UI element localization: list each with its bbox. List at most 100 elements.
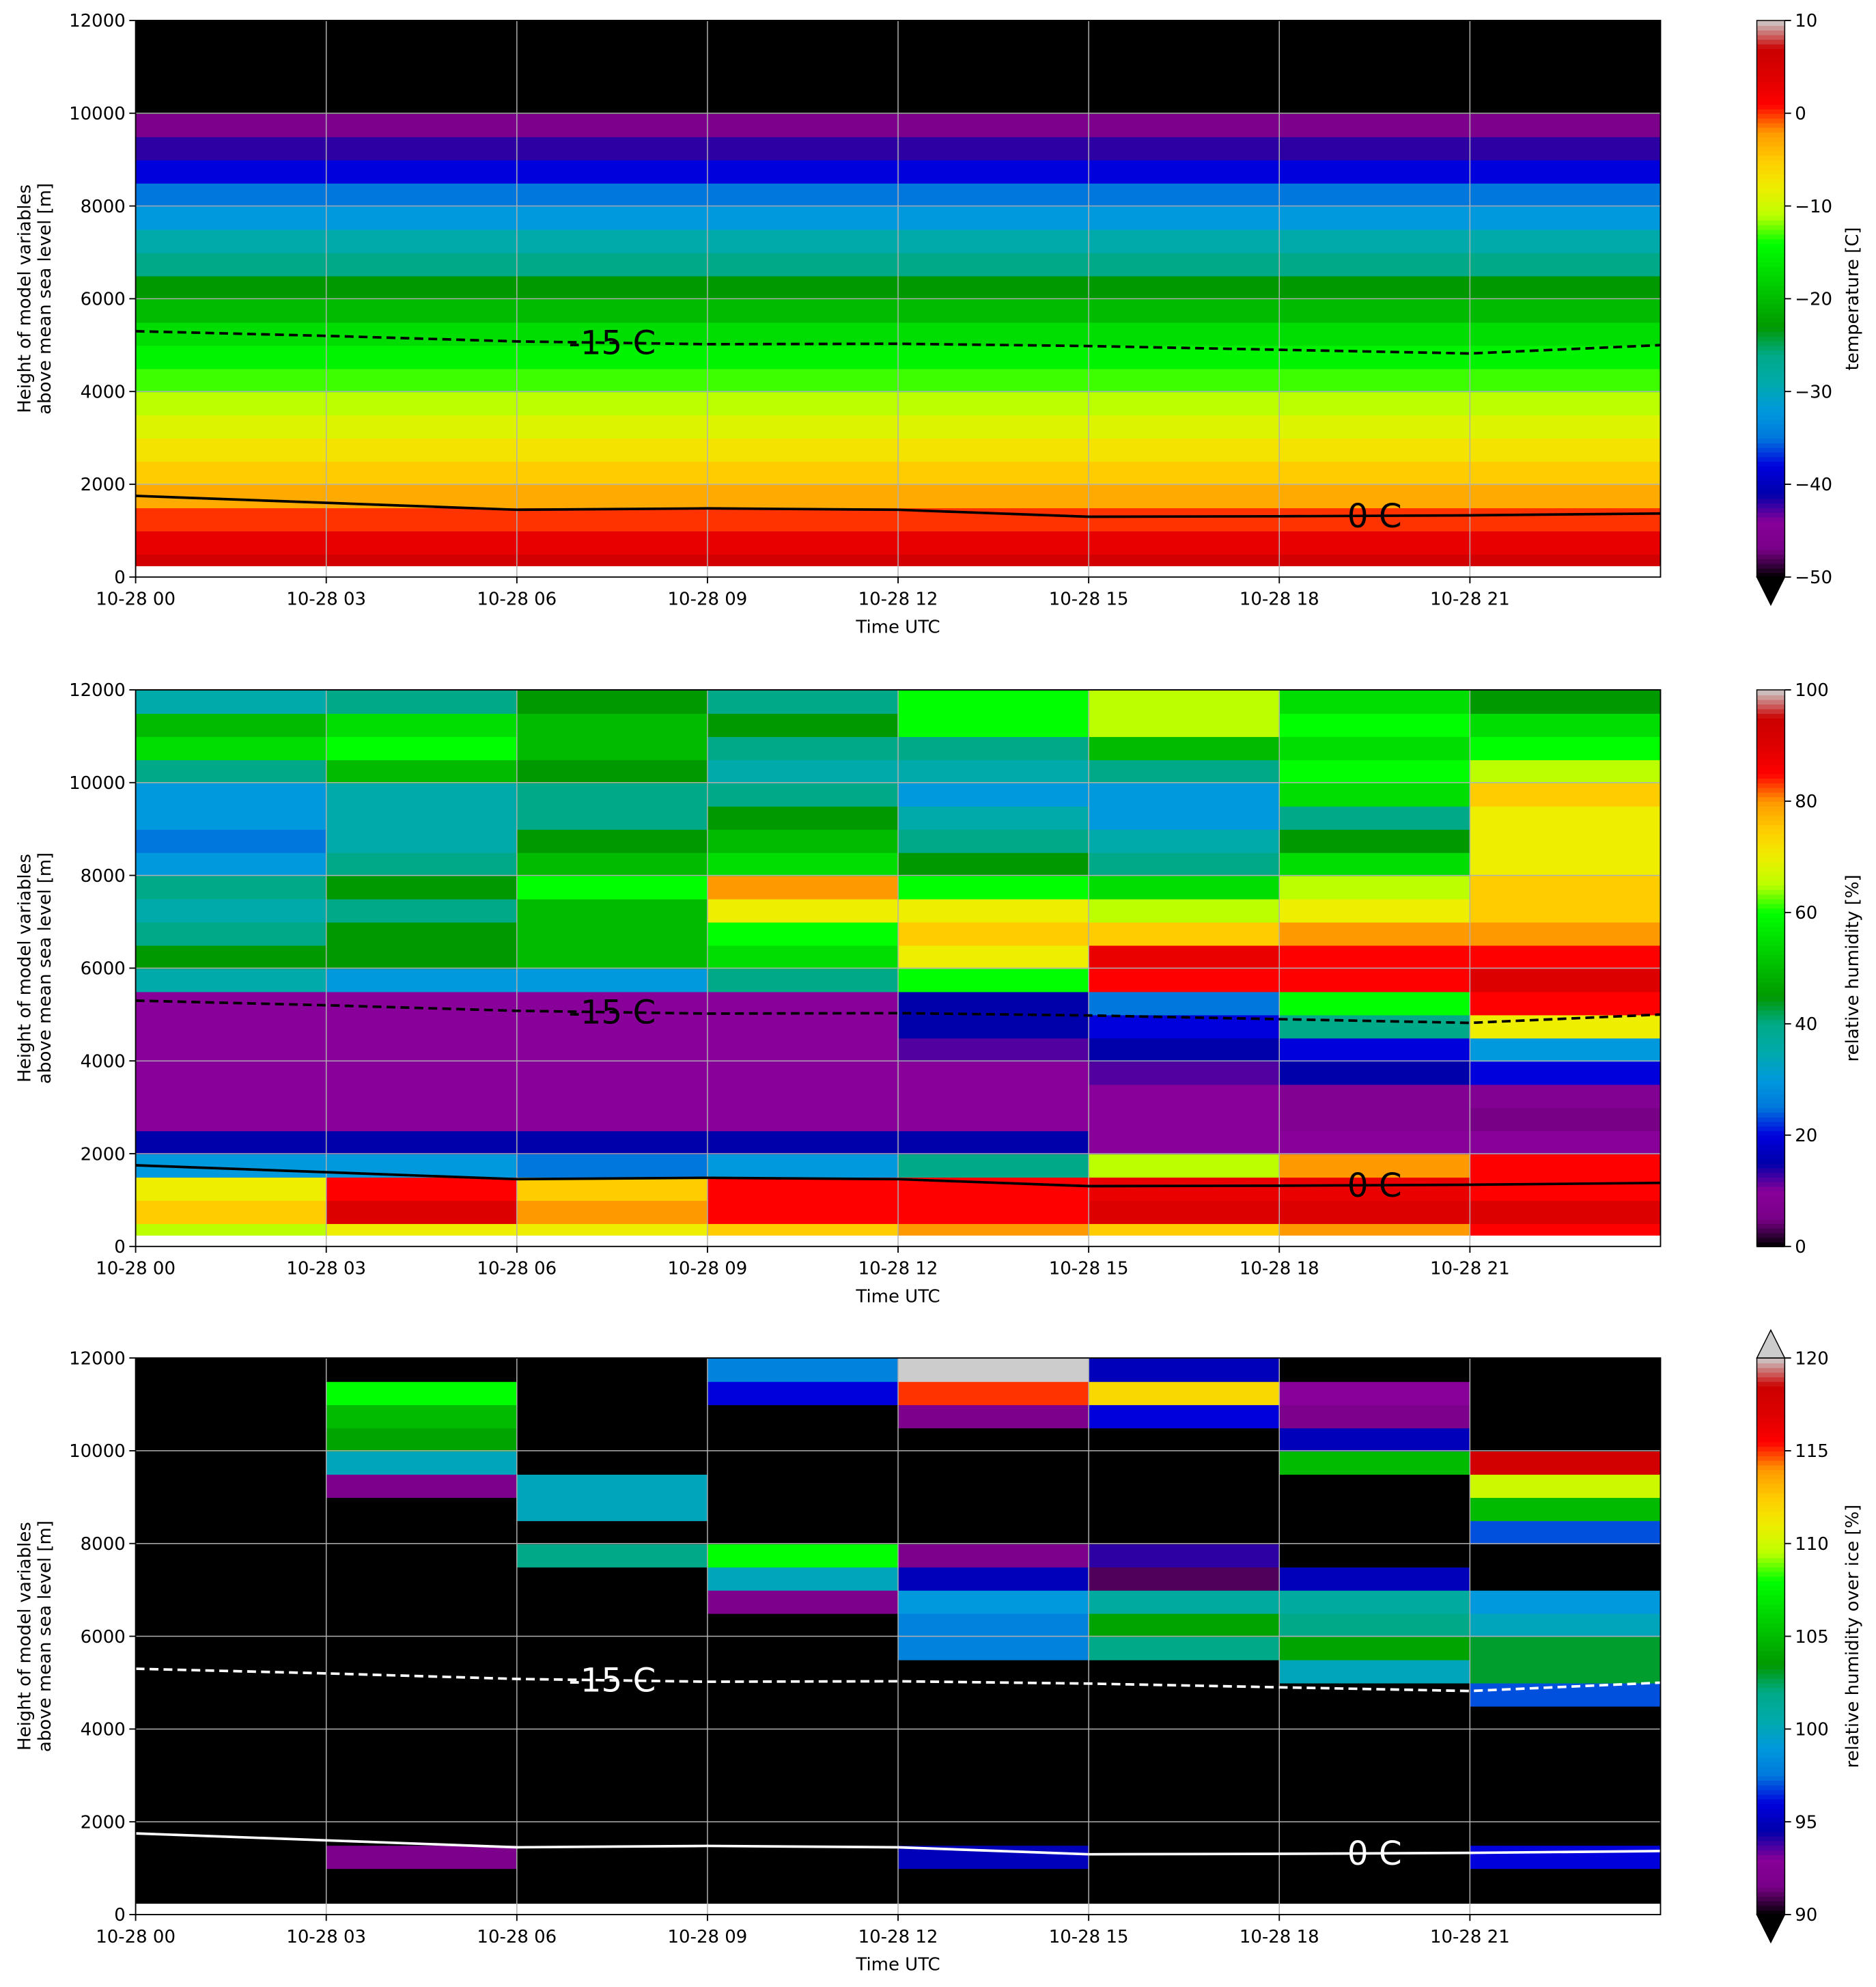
heatmap-cell	[898, 712, 1090, 737]
colorbar-swatch	[1756, 428, 1785, 434]
heatmap-cell	[707, 1014, 899, 1039]
colorbar-swatch	[1756, 898, 1785, 904]
heatmap-cell	[516, 182, 709, 207]
colorbar-swatch	[1756, 1589, 1785, 1596]
x-tick-label: 10-28 15	[1049, 1927, 1129, 1947]
colorbar-swatch	[1756, 1381, 1785, 1387]
heatmap-cell	[1470, 1775, 1661, 1800]
colorbar-swatch	[1756, 1659, 1785, 1665]
colorbar-tick-label: 100	[1795, 680, 1829, 701]
heatmap-cell	[1470, 1497, 1661, 1521]
heatmap-cell	[1279, 1636, 1471, 1661]
colorbar-swatch	[1756, 113, 1785, 119]
heatmap-cell	[326, 898, 518, 923]
colorbar-swatch	[1756, 1822, 1785, 1828]
heatmap-cell	[898, 484, 1090, 509]
heatmap-cell	[326, 736, 518, 760]
heatmap-cell	[1089, 206, 1280, 230]
colorbar-swatch	[1756, 1803, 1785, 1809]
heatmap-cell	[898, 689, 1090, 714]
heatmap-cell	[326, 415, 518, 439]
heatmap-cell	[1279, 1868, 1471, 1893]
heatmap-cell	[1470, 229, 1661, 253]
colorbar-swatch	[1756, 456, 1785, 462]
colorbar-swatch	[1756, 1757, 1785, 1762]
x-tick-label: 10-28 06	[477, 589, 557, 610]
colorbar-swatch	[1756, 722, 1785, 728]
heatmap-cell	[1089, 1497, 1280, 1521]
heatmap-cell	[1089, 1084, 1280, 1109]
heatmap-cell	[1089, 1752, 1280, 1777]
colorbar-swatch	[1756, 312, 1785, 318]
colorbar-swatch	[1756, 419, 1785, 425]
heatmap-cell	[1279, 89, 1471, 114]
heatmap-cell	[1470, 136, 1661, 161]
colorbar-swatch	[1756, 1770, 1785, 1777]
colorbar-swatch	[1756, 1219, 1785, 1224]
colorbar-swatch	[1756, 1385, 1785, 1391]
colorbar-swatch	[1756, 880, 1785, 886]
colorbar-swatch	[1756, 553, 1785, 559]
colorbar-swatch	[1756, 1608, 1785, 1614]
heatmap-cell	[1279, 782, 1471, 807]
heatmap-cell	[326, 805, 518, 830]
colorbar-tick-label: 10	[1795, 11, 1817, 31]
heatmap-cell	[1279, 1682, 1471, 1707]
heatmap-cell	[1470, 1107, 1661, 1132]
heatmap-cell	[516, 921, 709, 946]
colorbar-swatch	[1756, 442, 1785, 448]
heatmap-cell	[898, 1868, 1090, 1893]
heatmap-cell	[135, 945, 327, 969]
colorbar-swatch	[1756, 1664, 1785, 1670]
heatmap-cell	[707, 438, 899, 462]
contour-label: -15 C	[568, 1662, 656, 1700]
heatmap-cell	[1279, 1107, 1471, 1132]
colorbar-swatch	[1756, 958, 1785, 964]
heatmap-cell	[707, 206, 899, 230]
x-tick-label: 10-28 12	[858, 1927, 938, 1947]
heatmap-cell	[707, 345, 899, 370]
heatmap-cell	[1089, 368, 1280, 393]
colorbar-swatch	[1756, 908, 1785, 914]
colorbar-swatch	[1756, 689, 1785, 695]
heatmap-cell	[1470, 1520, 1661, 1544]
colorbar-swatch	[1756, 1868, 1785, 1874]
contours: -15 C 0 C	[135, 1662, 1661, 1873]
heatmap-cell	[707, 1153, 899, 1178]
colorbar-swatch	[1756, 740, 1785, 747]
heatmap-cell	[1089, 782, 1280, 807]
y-axis-label: Height of model variables	[15, 1522, 36, 1751]
colorbar-swatch	[1756, 1028, 1785, 1034]
panel: 0 2000 4000 6000 8000 10000 12000 10-28 00 10-28…	[15, 11, 1863, 637]
x-axis-label: Time UTC	[855, 617, 940, 637]
colorbar-swatch	[1756, 1460, 1785, 1466]
heatmap-cell	[1089, 1636, 1280, 1661]
contour-line	[135, 330, 1661, 355]
colorbar-swatch	[1756, 164, 1785, 170]
heatmap-cell	[1089, 43, 1280, 68]
heatmap-cell	[1279, 1176, 1471, 1201]
colorbar-swatch	[1756, 1084, 1785, 1090]
colorbar-swatch	[1756, 43, 1785, 49]
panel: 0 2000 4000 6000 8000 10000 12000 10-28 00 10-28…	[15, 680, 1863, 1307]
heatmap-cell	[1089, 1613, 1280, 1637]
colorbar-swatch	[1756, 484, 1785, 490]
heatmap-cell	[1279, 1014, 1471, 1039]
heatmap-cell	[707, 391, 899, 416]
colorbar-swatch	[1756, 1692, 1785, 1697]
colorbar-swatch	[1756, 885, 1785, 891]
colorbar-swatch	[1756, 704, 1785, 710]
colorbar-swatch	[1756, 875, 1785, 881]
colorbar-swatch	[1756, 768, 1785, 775]
heatmap-cell	[1470, 1566, 1661, 1591]
heatmap-cell	[898, 461, 1090, 486]
colorbar-swatch	[1756, 1566, 1785, 1572]
heatmap-cell	[1279, 921, 1471, 946]
heatmap-cell	[135, 345, 327, 370]
heatmap-cell	[707, 1520, 899, 1544]
heatmap-cell	[1470, 159, 1661, 184]
colorbar-tick-label: 80	[1795, 792, 1817, 812]
heatmap-cell	[1089, 553, 1280, 566]
x-tick-label: 10-28 18	[1240, 1259, 1319, 1279]
heatmap-cell	[707, 921, 899, 946]
